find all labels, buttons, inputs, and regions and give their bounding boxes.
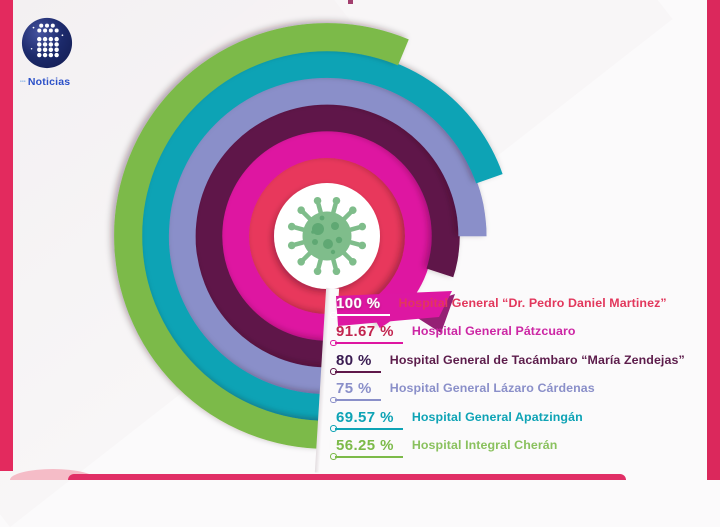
legend-hospital-name: Hospital General Apatzingán [411,409,583,424]
legend-hospital-name: Hospital General de Tacámbaro “María Zen… [389,352,685,367]
logo-sphere-icon [21,17,73,69]
ring-start-separator [314,287,340,474]
coronavirus-icon [287,196,367,276]
radial-occupancy-chart [114,23,540,474]
legend-value: 91.67 % [330,323,403,347]
logo-prefix: ••• [20,79,26,85]
legend-value: 56.25 % [330,437,403,460]
legend-value: 69.57 % [330,409,403,432]
right-accent-bar [707,0,720,480]
legend-hospital-name: Hospital General Pátzcuaro [411,324,576,339]
legend-row-5: 56.25 % Hospital Integral Cherán [330,437,707,460]
cropped-title-remnant [348,0,353,4]
legend-hospital-name: Hospital Integral Cherán [411,437,558,452]
legend-value: 75 % [330,380,381,404]
logo-word: Noticias [27,76,71,88]
bottom-pink-accent [10,469,96,480]
legend-hospital-name: Hospital General “Dr. Pedro Daniel Marti… [398,296,667,310]
top-value-banner [336,291,452,326]
legend-hospital-name: Hospital General Lázaro Cárdenas [389,381,595,396]
bottom-accent-bar [68,474,626,480]
legend-row-3: 75 % Hospital General Lázaro Cárdenas [330,380,707,404]
hospital-legend: 100 % Hospital General “Dr. Pedro Daniel … [330,295,707,465]
news-logo: ••• Noticias [20,16,90,88]
legend-value: 80 % [330,352,381,375]
left-accent-bar [0,0,13,471]
legend-row-0: 100 % Hospital General “Dr. Pedro Daniel … [330,295,707,318]
legend-row-1: 91.67 % Hospital General Pátzcuaro [330,323,707,347]
legend-value: 100 % [330,295,390,318]
legend-row-2: 80 % Hospital General de Tacámbaro “María… [330,352,707,375]
logo-wordmark: ••• Noticias [20,76,90,88]
legend-row-4: 69.57 % Hospital General Apatzingán [330,409,707,432]
